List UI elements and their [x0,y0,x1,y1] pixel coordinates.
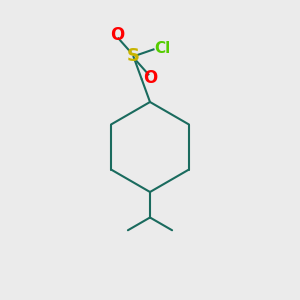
Text: O: O [143,69,157,87]
Text: S: S [127,47,140,65]
Text: O: O [110,26,124,44]
Text: Cl: Cl [154,41,171,56]
